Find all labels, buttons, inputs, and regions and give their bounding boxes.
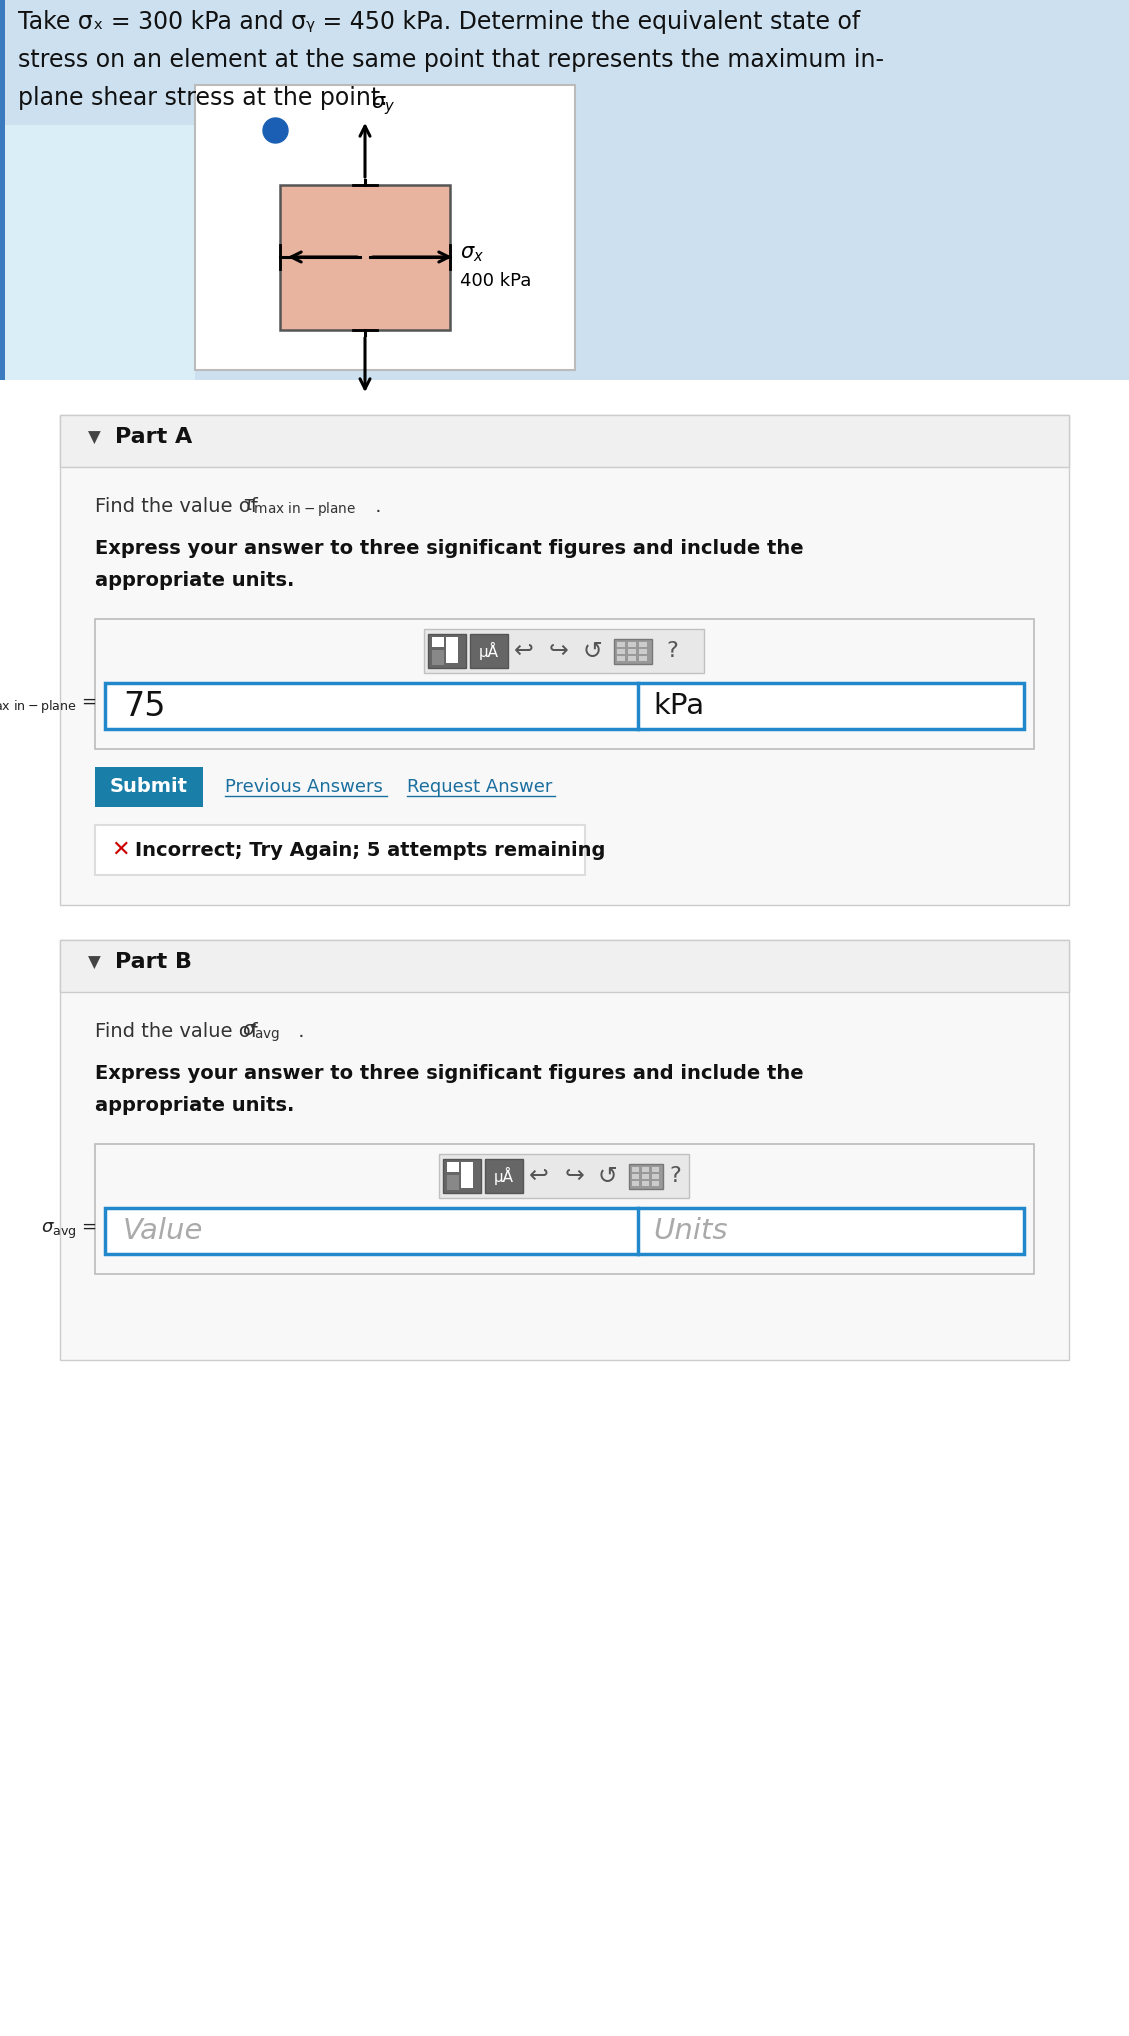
Text: stress on an element at the same point that represents the maximum in-: stress on an element at the same point t… [18,49,884,71]
Text: Part A: Part A [115,428,192,448]
Bar [447,1163,460,1173]
Text: Incorrect; Try Again; 5 attempts remaining: Incorrect; Try Again; 5 attempts remaini… [135,841,605,859]
Bar [639,656,647,662]
Bar [0,124,195,381]
Bar [461,1163,473,1187]
Bar [432,649,444,666]
Bar [653,1181,659,1187]
Bar [628,649,636,654]
Text: ▼: ▼ [88,955,100,971]
Text: Part B: Part B [115,953,192,971]
Bar [425,629,704,674]
Text: Find the value of: Find the value of [95,1022,264,1040]
Text: Express your answer to three significant figures and include the: Express your answer to three significant… [95,540,804,558]
Bar [432,637,444,647]
Text: ↪: ↪ [549,639,569,664]
Bar [642,1181,649,1187]
Text: ↩: ↩ [514,639,534,664]
Text: μÅ: μÅ [479,641,499,660]
Text: ↺: ↺ [583,639,602,664]
Bar [653,1175,659,1179]
Bar [628,641,636,647]
Bar [618,641,625,647]
Bar [0,0,5,381]
Bar [428,633,466,668]
Bar [642,1175,649,1179]
Bar [632,1181,639,1187]
Bar [632,1167,639,1173]
Text: Find the value of: Find the value of [95,497,264,515]
Bar [95,1144,1034,1275]
Text: appropriate units.: appropriate units. [95,1095,295,1116]
Bar [618,656,625,662]
Bar [614,639,653,664]
Bar [642,1167,649,1173]
Bar [639,649,647,654]
Text: $\tau_{\mathrm{max\ in-plane}}$: $\tau_{\mathrm{max\ in-plane}}$ [242,497,357,519]
Bar [60,415,1069,466]
Text: appropriate units.: appropriate units. [95,570,295,590]
Bar [60,941,1069,992]
Bar [95,619,1034,749]
Text: Submit: Submit [110,778,189,796]
Text: $\sigma_{\mathrm{avg}}$: $\sigma_{\mathrm{avg}}$ [242,1022,280,1044]
Bar [470,633,508,668]
Bar [105,682,1024,729]
Bar [105,1207,1024,1254]
Text: 400 kPa: 400 kPa [460,273,532,289]
Bar [195,86,575,371]
Bar [439,1154,689,1197]
Text: μÅ: μÅ [495,1167,514,1185]
Bar [628,656,636,662]
Text: $\tau_{\mathrm{max\ in-plane}}$ =: $\tau_{\mathrm{max\ in-plane}}$ = [0,696,97,717]
Bar [95,768,203,806]
Text: ↪: ↪ [564,1165,584,1187]
Bar [446,637,458,664]
Bar [60,415,1069,904]
Text: .: . [369,497,382,515]
Text: Previous Answers: Previous Answers [225,778,383,796]
Bar [639,641,647,647]
Text: Units: Units [653,1218,727,1244]
Text: plane shear stress at the point.: plane shear stress at the point. [18,86,387,110]
Text: ?: ? [666,641,677,662]
Bar [443,1158,481,1193]
Bar [629,1165,663,1189]
Bar [95,825,585,875]
Text: ↩: ↩ [530,1165,549,1187]
Bar [280,185,450,330]
Text: Value: Value [123,1218,203,1244]
Text: Request Answer: Request Answer [406,778,552,796]
Bar [447,1175,460,1189]
Text: $\sigma_y$: $\sigma_y$ [371,94,395,116]
Text: ✕: ✕ [111,841,130,859]
Bar [653,1167,659,1173]
Text: Express your answer to three significant figures and include the: Express your answer to three significant… [95,1065,804,1083]
Bar [0,381,1129,415]
Text: $\sigma_x$: $\sigma_x$ [460,244,484,265]
Text: ▼: ▼ [88,430,100,448]
Text: Take σₓ = 300 kPa and σᵧ = 450 kPa. Determine the equivalent state of: Take σₓ = 300 kPa and σᵧ = 450 kPa. Dete… [18,10,860,35]
Text: kPa: kPa [653,692,704,721]
Bar [618,649,625,654]
Text: .: . [292,1022,305,1040]
Text: $\sigma_{\mathrm{avg}}$ =: $\sigma_{\mathrm{avg}}$ = [41,1222,97,1242]
Bar [632,1175,639,1179]
Bar [0,0,1129,381]
Bar [485,1158,523,1193]
Text: ↺: ↺ [597,1165,616,1187]
Text: ?: ? [669,1167,681,1187]
Text: 75: 75 [123,690,166,723]
Bar [60,941,1069,1360]
